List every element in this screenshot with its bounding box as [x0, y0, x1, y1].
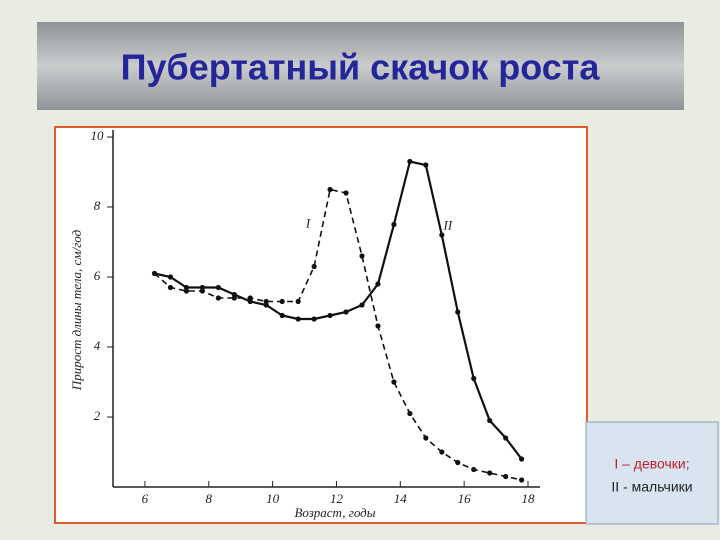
series-label: II [443, 217, 453, 232]
data-point [503, 473, 509, 480]
data-point [487, 470, 493, 476]
data-point [471, 375, 477, 382]
data-point [151, 270, 158, 277]
x-tick-label: 16 [458, 491, 472, 506]
data-point [295, 316, 301, 322]
data-point [407, 410, 413, 417]
y-tick-label: 6 [94, 268, 101, 283]
x-tick-label: 8 [206, 491, 213, 506]
data-point [455, 309, 461, 315]
x-tick-label: 14 [394, 491, 408, 506]
series-line [154, 160, 523, 460]
data-point [503, 435, 509, 441]
legend-item: II - мальчики [611, 479, 692, 495]
data-point [295, 298, 301, 305]
data-point [519, 456, 525, 462]
data-point [279, 298, 285, 305]
data-point [231, 291, 237, 298]
data-point [375, 323, 381, 329]
data-point [327, 186, 333, 193]
x-axis-label: Возраст, годы [294, 505, 375, 520]
y-axis-label: Прирост длины тела, см/год [69, 229, 84, 391]
data-point [167, 274, 174, 280]
legend-item: I – девочки; [614, 456, 689, 472]
y-tick-label: 2 [94, 408, 101, 423]
data-point [471, 466, 477, 473]
data-point [215, 295, 221, 301]
data-point [359, 253, 365, 259]
data-point [279, 312, 285, 319]
data-point [487, 417, 493, 424]
data-point [215, 284, 221, 291]
data-point [263, 302, 269, 308]
data-point [167, 284, 174, 291]
data-point [391, 221, 397, 228]
data-point [311, 263, 317, 270]
data-point [391, 379, 397, 385]
legend-box [585, 421, 719, 525]
data-point [311, 316, 317, 322]
data-point [519, 477, 525, 483]
data-point [423, 162, 429, 168]
data-point [455, 459, 461, 466]
y-tick-label: 8 [94, 198, 101, 213]
y-tick-label: 10 [91, 128, 105, 143]
chart-title: Пубертатный скачок роста [121, 47, 601, 88]
title-banner [37, 22, 684, 110]
x-tick-label: 6 [142, 491, 149, 506]
data-point [343, 190, 349, 196]
y-tick-label: 4 [94, 338, 101, 353]
data-point [183, 284, 190, 291]
data-point [359, 302, 365, 308]
data-point [439, 232, 445, 238]
data-point [375, 281, 381, 287]
data-point [439, 449, 445, 455]
data-point [199, 284, 205, 291]
x-tick-label: 18 [522, 491, 536, 506]
data-point [343, 309, 349, 315]
data-point [247, 298, 253, 305]
x-tick-label: 10 [266, 491, 280, 506]
x-tick-label: 12 [330, 491, 344, 506]
chart-frame [54, 126, 588, 524]
data-point [407, 158, 413, 165]
data-point [423, 435, 429, 441]
series-label: I [305, 215, 311, 230]
data-point [327, 312, 333, 319]
